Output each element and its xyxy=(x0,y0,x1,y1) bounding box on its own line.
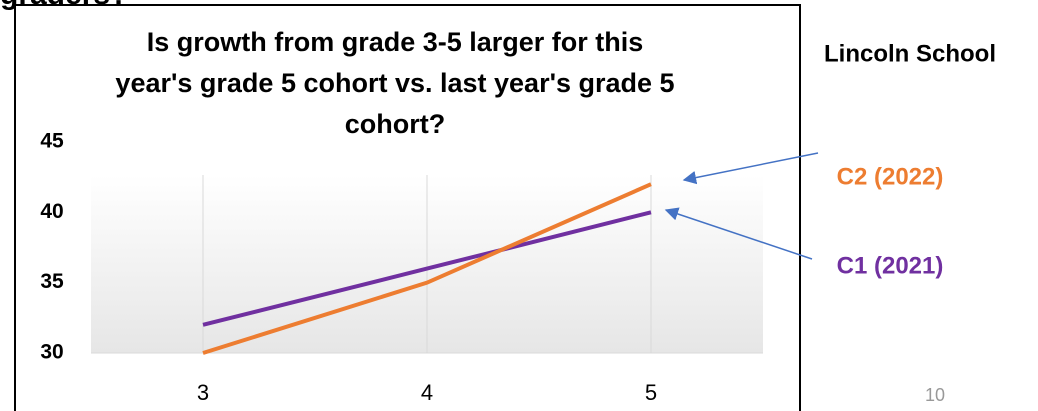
chart-title: Is growth from grade 3-5 larger for this… xyxy=(115,27,675,139)
arrow xyxy=(682,152,819,185)
y-tick-label: 40 xyxy=(40,200,63,223)
y-tick-label: 30 xyxy=(40,341,63,364)
x-tick-label: 4 xyxy=(421,380,433,405)
x-tick-label: 5 xyxy=(645,380,657,405)
y-tick-label: 45 xyxy=(40,130,64,153)
x-tick-label: 3 xyxy=(197,380,209,405)
page-number: 10 xyxy=(925,385,945,405)
series-line xyxy=(202,182,652,355)
series-line xyxy=(202,210,652,327)
arrow xyxy=(664,207,813,260)
y-tick-label: 35 xyxy=(40,270,64,293)
subtitle: Lincoln School xyxy=(824,40,996,67)
series-label: C2 (2022) xyxy=(837,163,944,190)
series-label: C1 (2021) xyxy=(837,252,944,279)
